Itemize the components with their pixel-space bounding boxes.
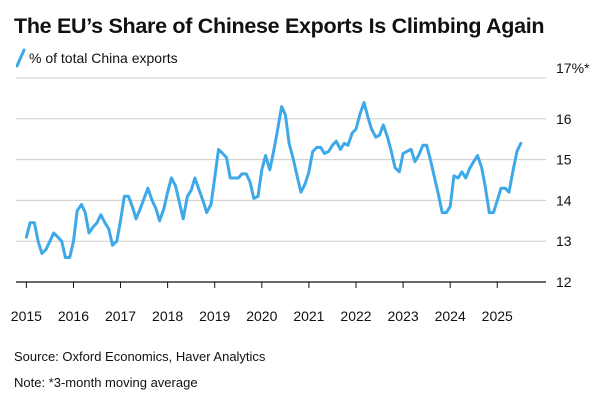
y-tick-label: 17%* [556, 60, 590, 76]
x-tick-label: 2024 [435, 308, 466, 324]
y-tick-label: 16 [556, 111, 572, 127]
y-tick-label: 14 [556, 192, 572, 208]
x-tick-label: 2022 [340, 308, 371, 324]
legend-label: % of total China exports [29, 50, 178, 66]
x-tick-label: 2015 [11, 308, 42, 324]
chart-title: The EU’s Share of Chinese Exports Is Cli… [14, 14, 545, 38]
x-tick-label: 2018 [152, 308, 183, 324]
x-tick-label: 2016 [58, 308, 89, 324]
legend: % of total China exports [14, 48, 178, 68]
legend-line-icon [16, 48, 26, 68]
x-tick-label: 2017 [105, 308, 136, 324]
y-tick-label: 13 [556, 233, 572, 249]
source-note: Source: Oxford Economics, Haver Analytic… [14, 349, 266, 364]
x-tick-label: 2023 [388, 308, 419, 324]
y-tick-label: 15 [556, 152, 572, 168]
x-tick-label: 2021 [293, 308, 324, 324]
footnote: Note: *3-month moving average [14, 375, 198, 390]
x-tick-label: 2025 [482, 308, 513, 324]
y-tick-label: 12 [556, 274, 572, 290]
x-tick-label: 2020 [246, 308, 277, 324]
x-tick-label: 2019 [199, 308, 230, 324]
series-line [24, 101, 523, 259]
